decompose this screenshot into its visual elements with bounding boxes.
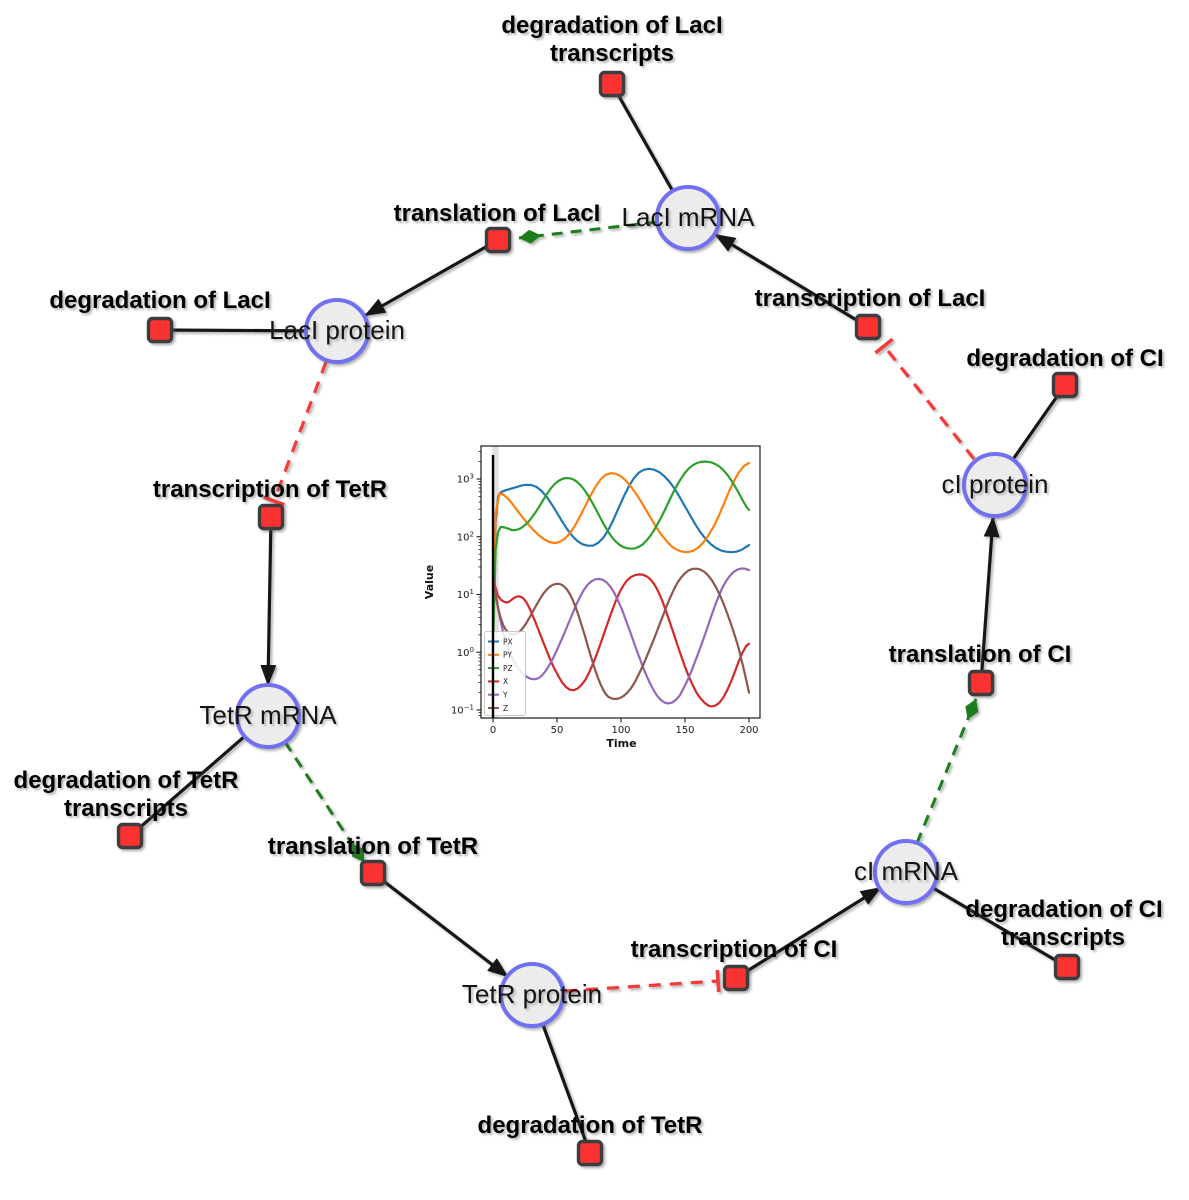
reaction-label: translation of CI bbox=[889, 641, 1072, 668]
species-label: LacI mRNA bbox=[622, 202, 756, 232]
reaction-label: degradation of TetR bbox=[14, 767, 239, 794]
species-node-ci-mrna bbox=[873, 839, 939, 905]
reaction-label: degradation of CI bbox=[966, 345, 1163, 372]
species-label: cI protein bbox=[942, 469, 1049, 499]
chart-legend-label-PZ: PZ bbox=[503, 664, 513, 673]
reaction-node-deg-tetr bbox=[576, 1139, 604, 1167]
reaction-label: degradation of TetR bbox=[478, 1112, 703, 1139]
reaction-label: translation of TetR bbox=[268, 833, 478, 860]
chart-y-tick-label: 10−1 bbox=[451, 704, 474, 717]
chart-series-X bbox=[491, 573, 751, 708]
edge-ci-protein-inhibits-transcription-laci bbox=[874, 337, 976, 460]
chart-x-tick-label: 50 bbox=[551, 725, 564, 736]
chart-series-PY bbox=[491, 461, 751, 649]
reaction-label: transcription of TetR bbox=[153, 476, 387, 503]
chart-legend-label-Y: Y bbox=[502, 691, 508, 700]
chart-y-tick-label: 100 bbox=[457, 646, 474, 659]
chart-legend-label-PX: PX bbox=[503, 637, 513, 646]
reaction-node-deg-ci bbox=[1051, 371, 1079, 399]
edge-translation-laci-to-laci-protein bbox=[364, 238, 499, 317]
reaction-node-deg-laci-transcripts bbox=[598, 70, 626, 98]
edge-tetr-mrna-modifier-translation bbox=[283, 741, 366, 863]
chart-y-tick-label: 101 bbox=[457, 588, 474, 601]
chart-series-Z bbox=[491, 567, 751, 701]
edge-laci-mrna-modifier-translation bbox=[518, 220, 658, 244]
reaction-label: degradation of LacI bbox=[501, 12, 722, 39]
edge-tetr-protein-inhibits-transcription-ci bbox=[564, 969, 721, 993]
species-node-laci-protein bbox=[304, 298, 370, 364]
chart-series-PX bbox=[491, 467, 751, 644]
reaction-node-translation-ci bbox=[967, 669, 995, 697]
edge-translation-tetr-to-tetr-protein bbox=[372, 871, 509, 978]
edge-transcription-ci-to-ci-mrna bbox=[735, 886, 882, 980]
reaction-label: transcripts bbox=[550, 40, 674, 67]
species-label: TetR protein bbox=[462, 979, 602, 1009]
chart-xlabel: Time bbox=[606, 737, 636, 750]
reaction-label: transcripts bbox=[64, 795, 188, 822]
reaction-node-deg-laci bbox=[146, 316, 174, 344]
reaction-label: transcripts bbox=[1001, 924, 1125, 951]
edge-translation-ci-to-ci-protein bbox=[979, 516, 1000, 684]
chart-legend-label-X: X bbox=[503, 677, 508, 686]
reaction-label: degradation of CI bbox=[965, 896, 1162, 923]
species-node-ci-protein bbox=[962, 452, 1028, 518]
reaction-label: degradation of LacI bbox=[49, 287, 270, 314]
reaction-node-deg-tetr-transcripts bbox=[116, 822, 144, 850]
species-label: LacI protein bbox=[269, 315, 405, 345]
chart-y-tick-label: 102 bbox=[457, 530, 474, 543]
edge-transcription-tetr-to-tetr-mrna bbox=[260, 516, 277, 686]
chart-legend-label-PY: PY bbox=[503, 651, 512, 660]
chart-legend: PX PY PZ XYZ bbox=[484, 631, 526, 716]
label-layer: degradation of LacI transcripts translat… bbox=[14, 12, 1164, 1139]
chart-x-tick-label: 0 bbox=[490, 725, 496, 736]
chart-y-tick-label: 103 bbox=[457, 473, 474, 486]
species-node-laci-mrna bbox=[655, 185, 721, 251]
reaction-node-translation-laci bbox=[484, 226, 512, 254]
reaction-node-transcription-laci bbox=[854, 313, 882, 341]
inset-chart: 0 50 100 150 20010−1100101102103TimeValuePXP… bbox=[423, 445, 761, 750]
chart-x-tick-label: 200 bbox=[739, 725, 758, 736]
species-label: cI mRNA bbox=[854, 856, 959, 886]
species-label: TetR mRNA bbox=[199, 700, 337, 730]
node-layer bbox=[116, 70, 1081, 1167]
reaction-label: transcription of CI bbox=[631, 936, 838, 963]
reaction-node-deg-ci-transcripts bbox=[1053, 953, 1081, 981]
reaction-node-transcription-ci bbox=[722, 964, 750, 992]
reaction-label: translation of LacI bbox=[394, 200, 601, 227]
chart-x-tick-label: 150 bbox=[675, 725, 694, 736]
chart-legend-label-Z: Z bbox=[503, 704, 508, 713]
species-node-tetr-protein bbox=[499, 962, 565, 1028]
edge-transcription-laci-to-laci-mrna bbox=[714, 233, 869, 329]
chart-series-PZ bbox=[491, 460, 751, 649]
species-node-tetr-mrna bbox=[235, 683, 301, 749]
reaction-node-translation-tetr bbox=[359, 859, 387, 887]
edge-ci-mrna-modifier-translation bbox=[915, 698, 979, 844]
reaction-node-transcription-tetr bbox=[257, 503, 285, 531]
chart-ylabel: Value bbox=[423, 565, 436, 599]
edge-laci-protein-inhibits-transcription-tetr bbox=[263, 361, 328, 507]
reaction-label: transcription of LacI bbox=[755, 285, 986, 312]
chart-x-tick-label: 100 bbox=[611, 725, 630, 736]
